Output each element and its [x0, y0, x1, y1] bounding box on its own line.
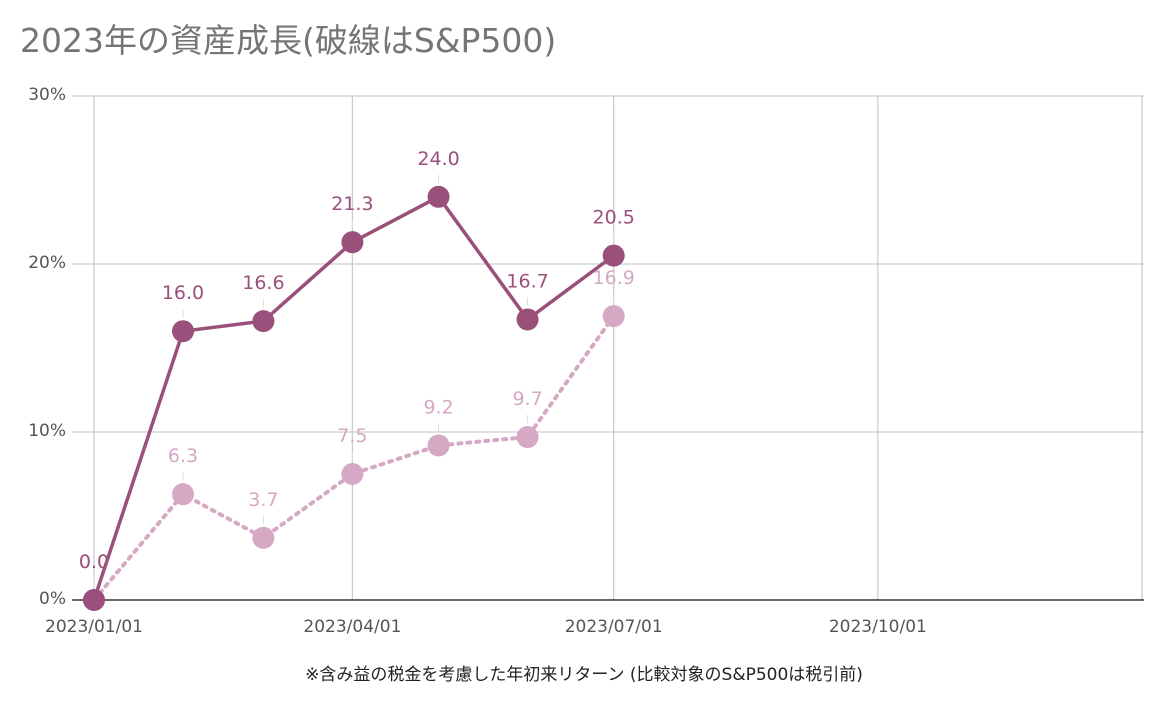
data-label-series-1: 16.0	[162, 282, 204, 304]
series-layer	[83, 185, 625, 611]
data-point-series-1	[83, 589, 105, 611]
data-label-series-2: 16.9	[593, 267, 635, 289]
data-point-series-1	[172, 320, 195, 343]
data-point-series-2	[341, 463, 364, 485]
data-point-series-1	[516, 308, 539, 331]
data-label-series-2: 3.7	[248, 489, 278, 511]
data-label-series-2: 7.5	[337, 425, 367, 447]
data-point-series-1	[602, 244, 625, 267]
data-label-series-2: 6.3	[168, 445, 198, 467]
footnote: ※含み益の税金を考慮した年初来リターン (比較対象のS&P500は税引前)	[305, 665, 863, 685]
data-point-series-2	[516, 426, 539, 449]
data-label-series-1: 16.6	[242, 272, 284, 294]
y-tick-label: 20%	[28, 253, 66, 273]
y-tick-label: 30%	[28, 85, 66, 105]
chart-title: 2023年の資産成長(破線はS&P500)	[20, 21, 557, 60]
y-tick-label: 0%	[39, 589, 66, 609]
data-label-series-2: 9.2	[423, 396, 453, 418]
data-point-series-1	[427, 185, 450, 208]
data-label-series-1: 16.7	[506, 270, 548, 292]
y-tick-label: 10%	[28, 421, 66, 441]
data-label-series-2: 9.7	[512, 388, 542, 410]
data-point-series-2	[172, 483, 195, 506]
x-tick-label: 2023/10/01	[829, 617, 927, 637]
grid-layer	[72, 95, 1144, 600]
data-label-series-1: 0.0	[79, 551, 109, 573]
data-label-series-1: 20.5	[593, 207, 635, 229]
x-tick-label: 2023/01/01	[45, 617, 143, 637]
data-label-series-1: 21.3	[331, 193, 373, 215]
data-point-series-2	[602, 305, 625, 328]
data-point-series-1	[252, 310, 275, 333]
x-tick-label: 2023/04/01	[303, 617, 401, 637]
data-label-series-1: 24.0	[417, 148, 459, 170]
data-point-series-2	[427, 434, 450, 457]
data-point-series-1	[341, 231, 364, 254]
x-tick-label: 2023/07/01	[565, 617, 663, 637]
data-point-series-2	[252, 526, 275, 549]
axis-layer: 0% 10% 20% 30% 2023/01/01 2023/04/01 2023/07/0…	[28, 85, 1144, 637]
label-layer: 0.06.33.77.59.2 9.716.90.016.0 16.621.324.…	[79, 148, 635, 586]
data-label-series-2: 0.0	[79, 551, 109, 573]
